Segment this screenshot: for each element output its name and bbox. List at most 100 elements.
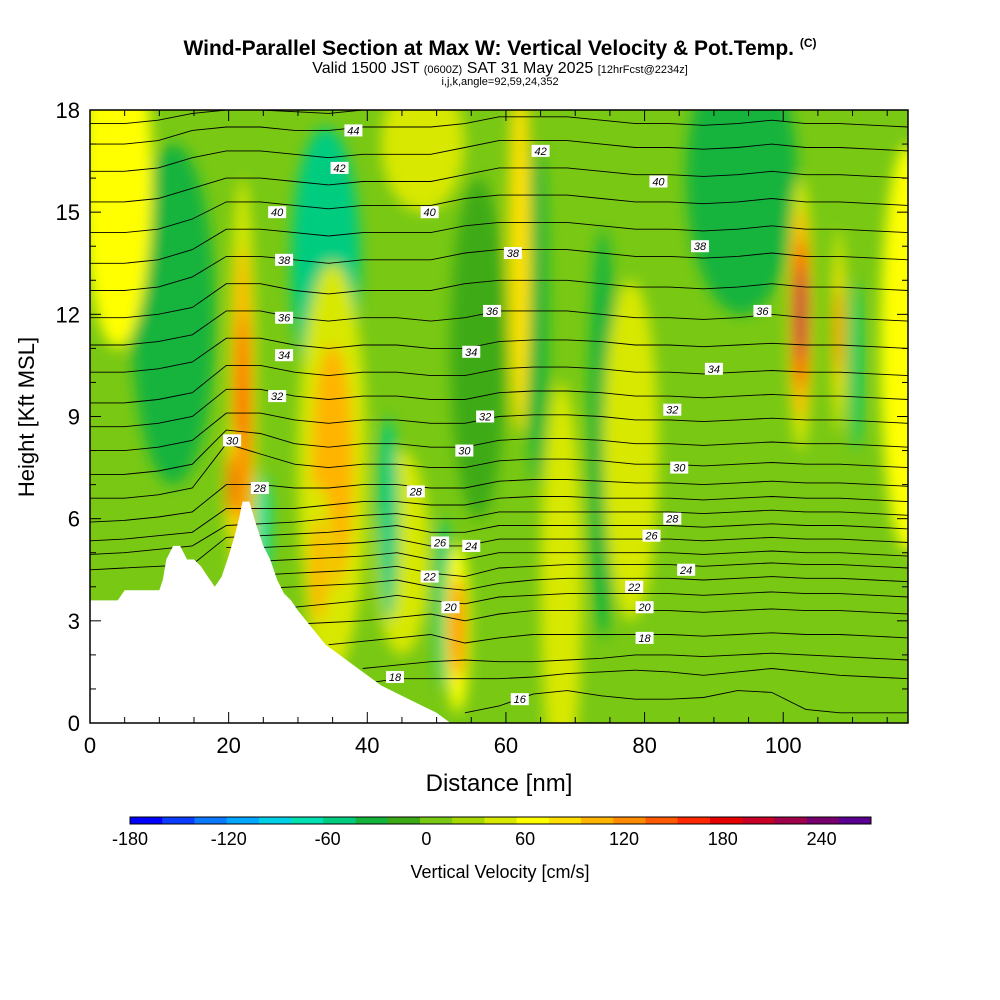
x-tick-label: 60 [494, 733, 518, 758]
colorbar-swatch [838, 817, 872, 824]
isentrope-theta-31 [90, 429, 908, 475]
isentrope-label-bg [625, 580, 644, 593]
velocity-core [686, 110, 798, 315]
isentrope-label-bg [642, 529, 661, 542]
colorbar-swatch [194, 817, 227, 824]
isentrope-label-bg [406, 485, 425, 498]
isentrope-label-bg [663, 403, 682, 416]
isentrope-label-bg [431, 536, 450, 549]
isentrope-theta-19 [328, 632, 908, 646]
isentrope-label: 32 [479, 412, 491, 424]
isentrope-label: 26 [433, 538, 447, 550]
colorbar-swatch [452, 817, 485, 824]
copyright-mark: (C) [799, 36, 817, 50]
isentrope-theta-24 [260, 550, 908, 562]
colorbar: -180 -120 -60 0 60 120 180 240 [112, 816, 872, 849]
x-tick-label: 80 [632, 733, 656, 758]
isentrope-theta-17 [362, 668, 908, 685]
y-tick-label: 0 [68, 711, 80, 736]
isentrope-label-bg [268, 390, 287, 403]
velocity-core [449, 576, 465, 679]
colorbar-swatch [162, 817, 195, 824]
isentrope-label: 38 [278, 255, 291, 267]
isentrope-label-bg [223, 434, 242, 447]
velocity-core [835, 287, 842, 376]
isentrope-label: 24 [464, 541, 477, 553]
isentrope-label: 32 [666, 405, 678, 417]
velocity-core [602, 280, 659, 621]
isentrope-label: 36 [756, 306, 769, 318]
isentrope-theta-40 [90, 194, 908, 234]
section-params: i,j,k,angle=92,59,24,352 [441, 76, 559, 88]
potential-temperature-contours [90, 110, 908, 714]
isentrope-theta-43 [90, 116, 908, 145]
y-tick-label: 18 [56, 98, 80, 123]
isentrope-label: 32 [271, 391, 283, 403]
isentrope-label: 34 [465, 347, 477, 359]
isentrope-label-bg [330, 161, 349, 174]
colorbar-swatch [742, 817, 775, 824]
isentrope-label-bg [420, 570, 439, 583]
isentrope-label: 30 [226, 435, 239, 447]
velocity-core [540, 382, 583, 723]
colorbar-swatch [774, 817, 807, 824]
isentrope-theta-21 [294, 591, 908, 608]
isentrope-theta-41 [90, 167, 908, 203]
isentrope-label-bg [441, 601, 460, 614]
isentrope-theta-32 [90, 412, 908, 452]
isentrope-label: 40 [424, 207, 437, 219]
colorbar-label: Vertical Velocity [cm/s] [410, 862, 590, 882]
y-tick-label: 12 [56, 302, 80, 327]
isentrope-label: 28 [665, 514, 679, 526]
colorbar-swatch [581, 817, 614, 824]
isentrope-label: 22 [627, 582, 640, 594]
x-tick-label: 40 [355, 733, 379, 758]
colorbar-tick-label: 0 [421, 829, 431, 849]
x-axis-label: Distance [nm] [426, 770, 573, 797]
colorbar-swatch [355, 817, 389, 824]
isentrope-label: 36 [486, 306, 499, 318]
isentrope-label-bg [476, 410, 495, 423]
isentrope-label: 18 [389, 672, 402, 684]
isentrope-label: 30 [458, 446, 471, 458]
velocity-core [381, 110, 465, 213]
colorbar-swatch [226, 817, 260, 824]
colorbar-swatch [806, 817, 840, 824]
isentrope-theta-37 [90, 279, 908, 319]
chart-subtitle: Valid 1500 JST (0600Z) SAT 31 May 2025 [… [312, 60, 688, 77]
colorbar-swatch [387, 817, 421, 824]
isentrope-label-bg [691, 240, 710, 253]
isentrope-label: 44 [347, 125, 359, 137]
isentrope-label: 20 [443, 602, 457, 614]
isentrope-label: 24 [679, 565, 692, 577]
isentrope-label-bg [268, 206, 287, 219]
isentrope-label: 22 [423, 572, 436, 584]
isentrope-theta-44 [90, 110, 397, 125]
colorbar-tick-label: -120 [211, 829, 247, 849]
isentrope-label-bg [503, 247, 522, 260]
isentrope-label: 26 [644, 531, 658, 543]
x-tick-label: 0 [84, 733, 96, 758]
isentrope-label-bg [635, 601, 654, 614]
isentrope-theta-22 [260, 576, 908, 591]
isentrope-theta-18 [362, 652, 908, 669]
terrain-profile [90, 501, 908, 723]
colorbar-tick-label: 240 [807, 829, 837, 849]
colorbar-swatch [258, 817, 292, 824]
isentrope-label-bg [663, 512, 682, 525]
colorbar-swatch [677, 817, 711, 824]
isentrope-label: 38 [507, 248, 520, 260]
colorbar-swatch [516, 817, 550, 824]
isentrope-theta-25 [226, 536, 908, 549]
velocity-core [508, 110, 531, 434]
isentrope-label: 28 [253, 483, 267, 495]
velocity-core [131, 144, 215, 485]
isentrope-label-bg [386, 671, 405, 684]
isentrope-label-bg [275, 311, 294, 324]
colorbar-swatch [419, 817, 453, 824]
isentrope-theta-42 [90, 140, 908, 172]
isentrope-label: 30 [673, 463, 686, 475]
colorbar-swatch [709, 817, 743, 824]
